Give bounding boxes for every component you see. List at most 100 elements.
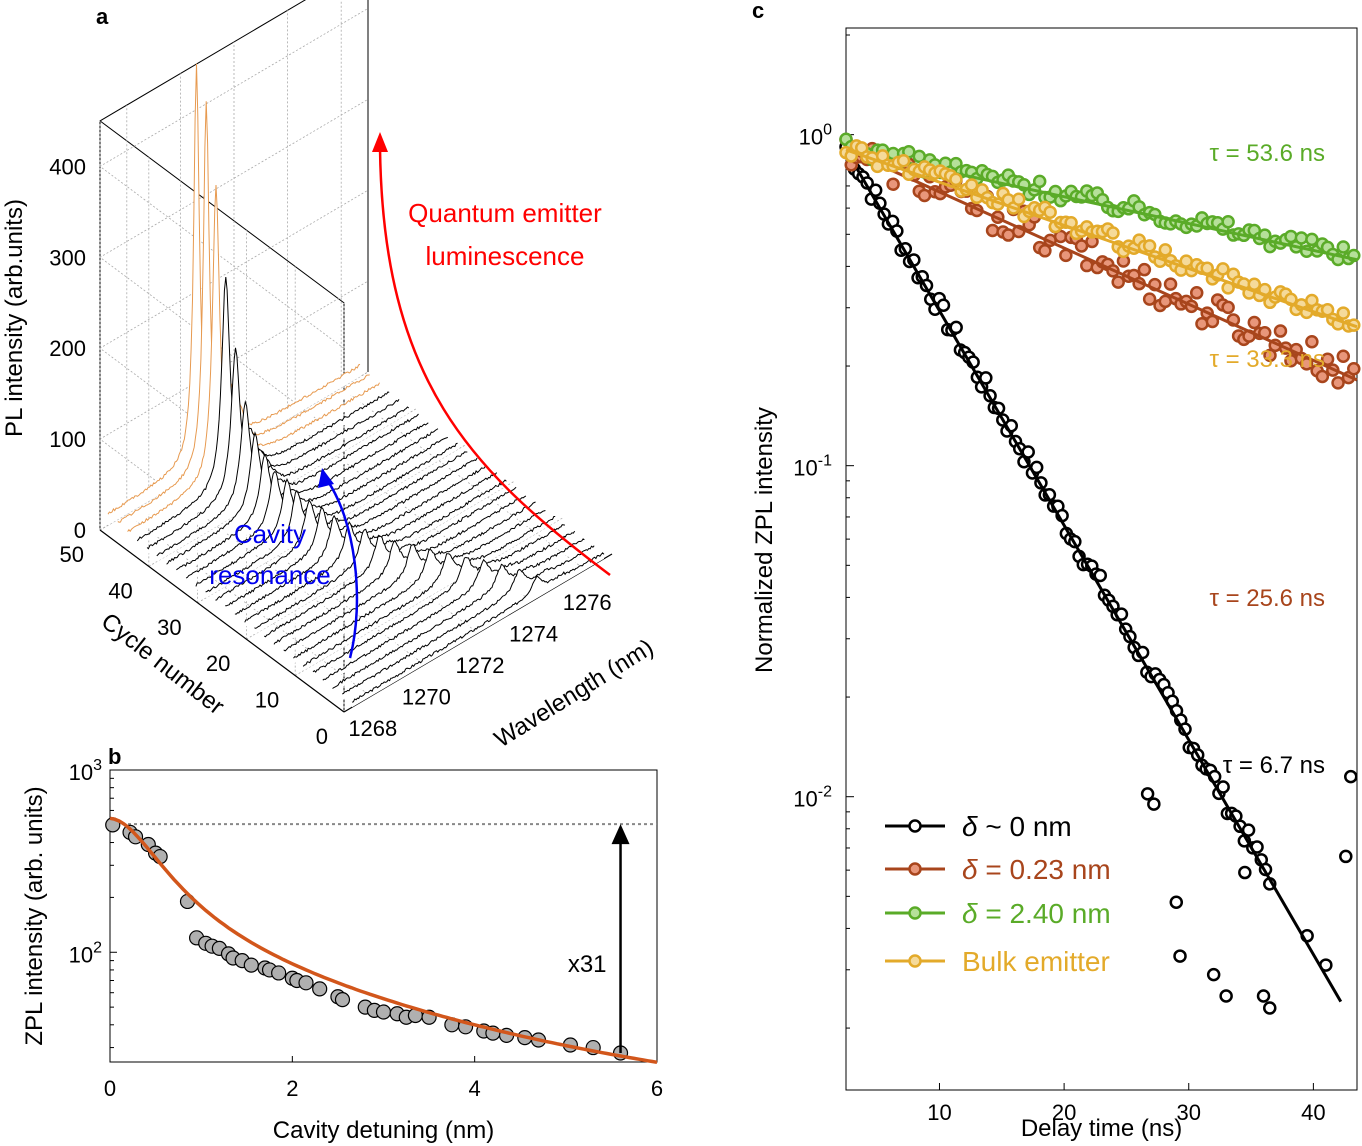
decay-data-point [1147, 797, 1161, 811]
spectrum-trace-cycle-40 [156, 399, 410, 557]
wavelength-tick-label: 1276 [563, 590, 612, 615]
plot-frame [109, 769, 658, 1063]
plot-frame [845, 27, 1358, 1091]
wavelength-tick-label: 1270 [402, 685, 451, 710]
grid-line-wavelength-floor [340, 387, 586, 571]
x-tick-label: 2 [286, 1076, 298, 1101]
cycle-axis-line [99, 529, 345, 713]
decay-data-point [1241, 823, 1256, 837]
grid-line-intensity [99, 98, 369, 440]
wavelength-tick-label: 1268 [348, 716, 397, 741]
cycle-tick-label: 20 [206, 651, 230, 676]
y-tick-label: 102 [69, 939, 102, 967]
data-point [298, 975, 314, 991]
spectrum-trace-fill [322, 531, 575, 686]
spectrum-trace-cycle-8 [312, 524, 565, 673]
spectrum-trace-cycle-34 [185, 428, 439, 579]
z-tick-label: 300 [49, 245, 86, 270]
decay-data-point [1221, 215, 1235, 229]
spectrum-trace-cycle-38 [166, 413, 419, 565]
data-point [375, 1004, 392, 1020]
spectrum-trace-cycle-0 [351, 552, 605, 703]
panel-a-waterfall-chart: 0 100 200 300 400 0 10 20 30 40 50 1268127012721274… [1, 0, 658, 753]
legend-entry: Bulk emitter [962, 946, 1110, 977]
decay-data-point [1195, 317, 1209, 331]
decay-data-point [1163, 277, 1178, 291]
emitter-arrow-head [372, 132, 388, 152]
spectrum-trace-cycle-16 [273, 495, 527, 645]
x-tick-label: 30 [1177, 1100, 1201, 1125]
x-axis-title: Cavity detuning (nm) [273, 1117, 494, 1144]
decay-data-point [1320, 352, 1335, 367]
data-point [243, 957, 259, 973]
tau-label: τ = 6.7 ns [1223, 752, 1325, 779]
cavity-arrow-path [325, 479, 359, 659]
decay-data-point [1219, 989, 1233, 1003]
y-tick-label: 10-2 [793, 784, 832, 812]
z-axis-title: PL intensity (arb.units) [1, 199, 28, 437]
legend-marker [908, 906, 922, 920]
panel-b-detuning-chart: 0 2 4 6 102 103 x31 Cavity detuning (nm) ZPL int… [21, 744, 663, 1144]
panel-label-b: b [108, 744, 121, 769]
wavelength-tick-label: 1272 [456, 653, 505, 678]
spectrum-trace-fill [313, 524, 565, 679]
decay-data-point [1247, 277, 1262, 291]
spectrum-trace-cycle-12 [293, 510, 546, 659]
decay-data-point [1247, 315, 1262, 330]
cycle-tick-label: 0 [316, 724, 328, 749]
decay-data-point [1347, 362, 1361, 376]
spectrum-trace-fill [215, 451, 468, 606]
decay-data-point [1339, 849, 1353, 864]
spectrum-trace-fill [283, 501, 536, 657]
z-tick-label: 100 [49, 427, 86, 452]
x-tick-label: 6 [651, 1076, 663, 1101]
decay-data-point [1305, 334, 1319, 349]
decay-data-point [1216, 262, 1230, 276]
y-axis-title: ZPL intensity (arb. units) [21, 786, 48, 1045]
decay-data-point [979, 371, 993, 385]
decay-data-point [1173, 949, 1187, 963]
decay-data-point [1305, 232, 1319, 247]
spectrum-trace-cycle-10 [302, 516, 556, 667]
decay-data-point [1294, 231, 1309, 245]
z-tick-label: 400 [49, 154, 86, 179]
fit-curve [109, 816, 658, 1065]
emitter-label-line1: Quantum emitter [408, 198, 602, 228]
decay-data-point [1158, 243, 1173, 257]
decay-data-point [886, 177, 900, 191]
spectrum-trace-fill [274, 495, 526, 649]
decay-data-point [1169, 895, 1184, 909]
enhancement-arrow-head [611, 824, 630, 845]
spectrum-trace-fill [342, 545, 595, 700]
cavity-label-line1: Cavity [234, 519, 306, 549]
decay-data-point [1043, 205, 1057, 219]
decay-data-point [1080, 258, 1094, 273]
emitter-arrow-path [378, 147, 611, 576]
wavelength-tick-label: 1274 [509, 621, 558, 646]
y-axis-title: Normalized ZPL intensity [751, 407, 778, 673]
decay-data-point [1137, 262, 1152, 277]
data-point [271, 965, 287, 981]
decay-data-point [1142, 292, 1157, 306]
grid-line-wavelength-floor [287, 419, 532, 602]
decay-data-point [1336, 306, 1351, 320]
cavity-arrow-head [318, 468, 334, 488]
decay-data-point [1336, 240, 1351, 254]
decay-data-point [985, 223, 1000, 238]
legend-marker [908, 819, 922, 833]
spectrum-trace-fill [303, 516, 556, 671]
decay-data-point [1256, 989, 1271, 1003]
wavelength-axis-title: Wavelength (nm) [490, 634, 659, 753]
decay-data-point [896, 153, 911, 168]
spectrum-trace-cycle-30 [205, 442, 458, 593]
tau-label: τ = 53.6 ns [1209, 140, 1325, 167]
decay-data-point [1206, 967, 1221, 982]
panel-label-a: a [96, 4, 109, 29]
spectrum-trace-cycle-44 [136, 276, 390, 542]
cycle-tick-label: 50 [60, 542, 84, 567]
y-tick-label: 103 [69, 757, 102, 785]
spectrum-trace-cycle-24 [234, 465, 488, 615]
decay-data-point [1344, 769, 1358, 784]
decay-data-point [1142, 239, 1157, 253]
